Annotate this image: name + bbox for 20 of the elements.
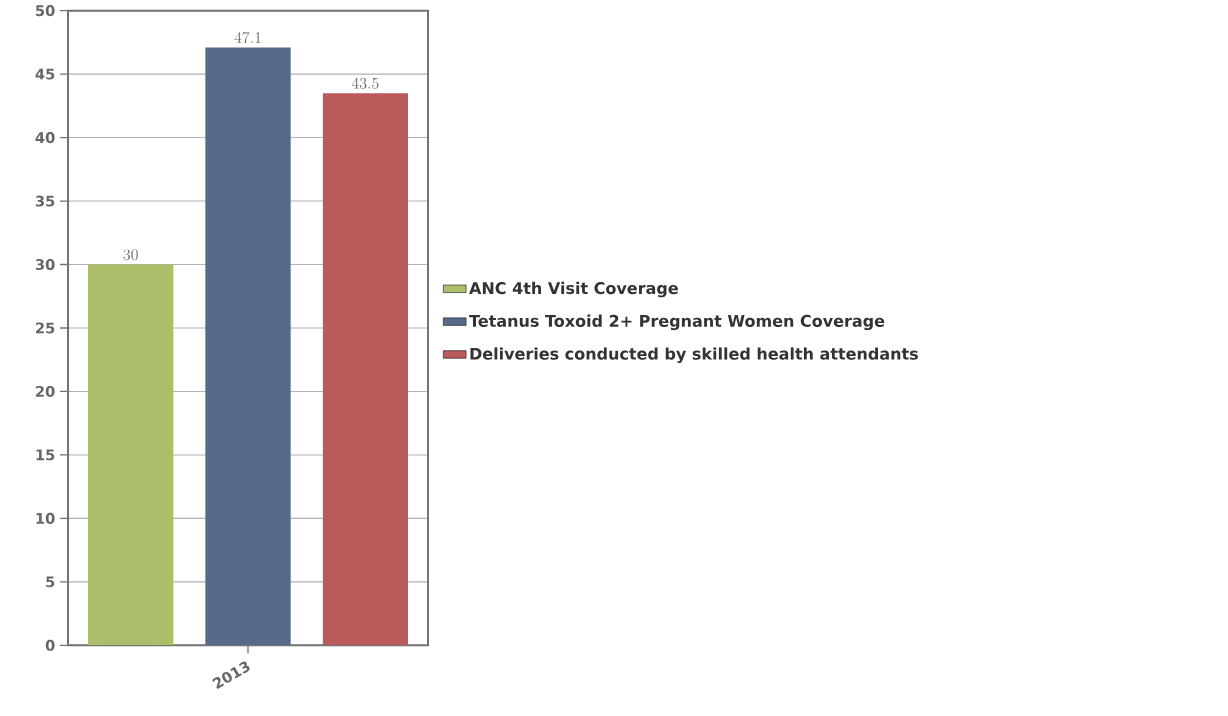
data-label: 47. 1 bbox=[234, 31, 261, 44]
y-tick-label: 40 bbox=[35, 132, 55, 144]
bar bbox=[205, 47, 291, 646]
y-tick-label: 10 bbox=[36, 512, 55, 524]
bar bbox=[88, 264, 174, 646]
legend-label: Tetanus Toxoid 2+ Pregnant Women Coverage bbox=[469, 314, 885, 331]
y-tick-label: 15 bbox=[36, 449, 55, 461]
y-tick-label: 35 bbox=[35, 195, 55, 207]
data-label: 30 bbox=[123, 249, 138, 261]
y-tick-label: 45 bbox=[35, 68, 55, 80]
y-tick-label: 50 bbox=[36, 5, 55, 17]
legend-label: Deliveries conducted by skilled health attendants bbox=[470, 347, 918, 363]
y-tick-label: 5 bbox=[46, 576, 55, 588]
y-tick-label: 0 bbox=[45, 639, 55, 651]
y-tick-label: 25 bbox=[36, 322, 55, 334]
y-tick-label: 30 bbox=[35, 258, 55, 271]
data-label: 43.5 bbox=[351, 77, 379, 89]
legend-label: ANC 4th Visit Coverage bbox=[469, 281, 678, 298]
bar bbox=[322, 93, 409, 646]
y-tick-label: 20 bbox=[36, 385, 55, 397]
